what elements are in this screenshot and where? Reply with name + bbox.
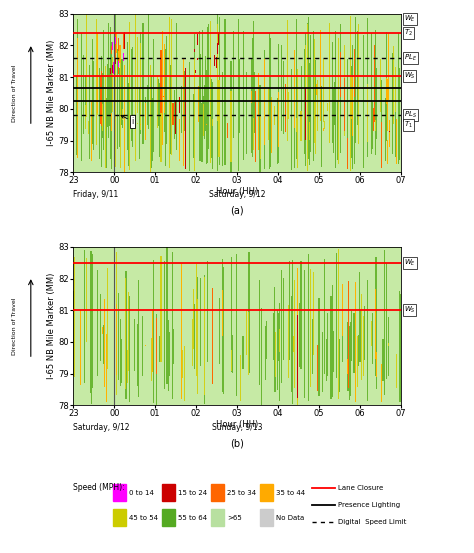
Text: $W_E$: $W_E$ (404, 258, 416, 268)
Bar (162, 484, 175, 502)
Text: Digital  Speed Limit: Digital Speed Limit (338, 519, 407, 525)
Text: Saturday, 9/12: Saturday, 9/12 (209, 190, 265, 199)
Text: (b): (b) (230, 439, 244, 448)
Bar (260, 509, 273, 526)
Text: >65: >65 (227, 515, 242, 521)
Text: Lane Closure: Lane Closure (338, 486, 383, 491)
Y-axis label: I-65 NB Mile Marker (MM): I-65 NB Mile Marker (MM) (47, 40, 56, 146)
Text: $PL_S$: $PL_S$ (404, 110, 417, 120)
Text: Direction of Travel: Direction of Travel (12, 298, 17, 355)
Bar (211, 484, 224, 502)
Text: Direction of Travel: Direction of Travel (12, 64, 17, 122)
Text: $W_S$: $W_S$ (404, 305, 416, 315)
X-axis label: Hour (HH): Hour (HH) (216, 187, 258, 196)
Text: $T_2$: $T_2$ (404, 28, 413, 38)
Bar (162, 509, 175, 526)
Bar (211, 509, 224, 526)
Text: $W_S$: $W_S$ (404, 70, 416, 81)
Text: $W_E$: $W_E$ (404, 13, 416, 24)
Text: Saturday, 9/12: Saturday, 9/12 (73, 422, 130, 432)
Text: 25 to 34: 25 to 34 (227, 490, 256, 496)
Bar (113, 509, 126, 526)
Text: 35 to 44: 35 to 44 (276, 490, 305, 496)
X-axis label: Hour (HH): Hour (HH) (216, 420, 258, 429)
Y-axis label: I-65 NB Mile Marker (MM): I-65 NB Mile Marker (MM) (47, 273, 56, 379)
Text: $PL_E$: $PL_E$ (404, 53, 417, 63)
Text: Speed (MPH):: Speed (MPH): (73, 483, 125, 492)
Bar (113, 484, 126, 502)
Text: 55 to 64: 55 to 64 (178, 515, 207, 521)
Text: Friday, 9/11: Friday, 9/11 (73, 190, 118, 199)
Bar (260, 484, 273, 502)
Text: Sunday, 9/13: Sunday, 9/13 (212, 422, 262, 432)
Text: 15 to 24: 15 to 24 (178, 490, 207, 496)
Text: 45 to 54: 45 to 54 (129, 515, 158, 521)
Text: $T_1$: $T_1$ (404, 119, 413, 130)
Text: No Data: No Data (276, 515, 304, 521)
Text: (a): (a) (230, 205, 244, 215)
Text: 0 to 14: 0 to 14 (129, 490, 154, 496)
Text: Presence Lighting: Presence Lighting (338, 502, 401, 508)
Text: i: i (121, 116, 134, 126)
